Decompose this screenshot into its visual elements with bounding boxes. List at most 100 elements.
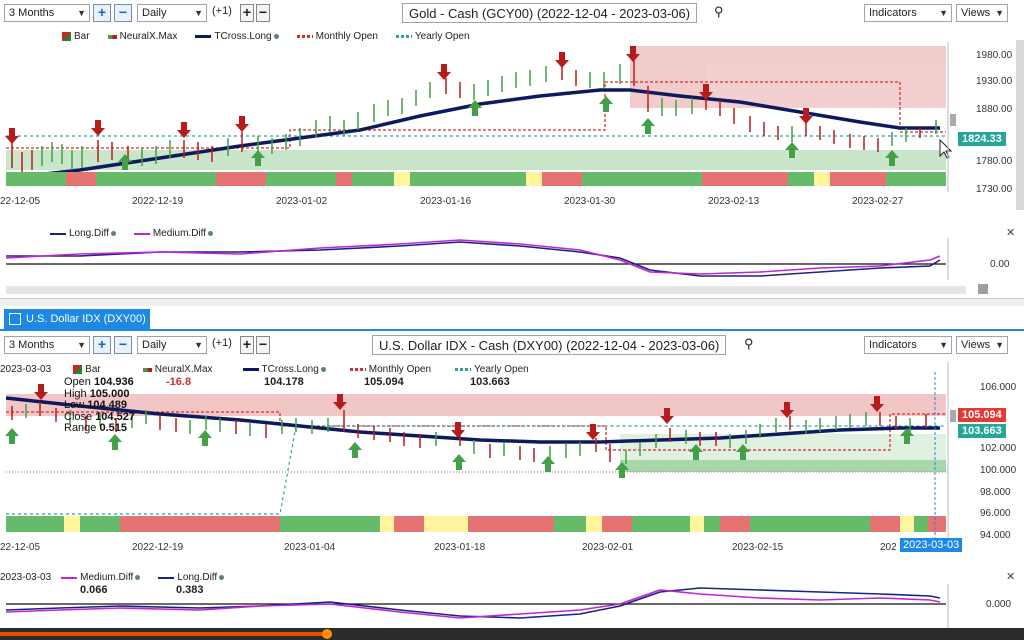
bottom-sub-legend: 2023-03-03 Medium.Diff Long.Diff [0,572,242,583]
chevron-down-icon: ▼ [77,340,86,350]
legend-medium-diff: Medium.Diff [61,572,141,583]
settings-dot-icon[interactable] [208,231,214,236]
top-sub-legend: Long.Diff Medium.Diff [50,228,231,239]
medium-diff-line [5,589,941,619]
ohlc-open: 104.936 [93,376,134,388]
period-select[interactable]: 3 Months ▼ [4,336,90,354]
tcross-swatch-icon [195,35,212,38]
dxy-price-chart[interactable] [0,362,1024,544]
settings-dot-icon[interactable] [219,575,225,580]
chevron-down-icon: ▼ [194,8,203,18]
gold-price-chart[interactable] [0,42,1024,202]
settings-dot-icon[interactable] [110,231,116,236]
settings-dot-icon[interactable] [320,367,326,372]
chevron-down-icon: ▼ [939,8,948,18]
close-icon[interactable]: ✕ [1006,227,1016,239]
price-axis-label: 1980.00 [976,50,1013,61]
bottom-legend: 2023-03-03 Bar NeuralX.Max TCross.Long M… [0,364,547,375]
top-vertical-scroll[interactable] [1016,40,1024,210]
symbol-title-box[interactable]: U.S. Dollar IDX - Cash (DXY00) (2022-12-… [372,335,727,355]
search-icon[interactable]: ⚲ [744,336,754,351]
period-value: 3 Months [9,7,55,19]
interval-select[interactable]: Daily ▼ [137,336,207,354]
increment-plus-button[interactable]: + [240,336,254,354]
monthly-open-line [6,411,946,451]
ohlc-label: Low [64,399,85,411]
interval-select[interactable]: Daily ▼ [137,4,207,22]
legend-monthly-open: Monthly Open [296,31,378,42]
symbol-title-box[interactable]: Gold - Cash (GCY00) (2022-12-04 - 2023-0… [402,3,698,23]
indicators-button[interactable]: Indicators ▼ [864,336,952,354]
views-button[interactable]: Views ▼ [956,4,1008,22]
zoom-out-button[interactable]: − [114,4,132,22]
chevron-down-icon: ▼ [77,8,86,18]
right-scroll-handle[interactable] [950,410,956,422]
search-icon[interactable]: ⚲ [714,4,724,19]
close-icon[interactable]: ✕ [1006,571,1016,583]
price-axis-label: 106.000 [980,382,1017,393]
price-axis-label: 98.000 [980,487,1011,498]
medium-diff-line [5,239,941,275]
interval-value: Daily [142,7,167,19]
period-value: 3 Months [9,339,55,351]
zoom-in-button[interactable]: + [93,4,111,22]
tcross-swatch-icon [242,368,259,371]
settings-dot-icon[interactable] [273,34,279,39]
legend-label: Long.Diff [69,228,109,239]
medium-diff-value: 0.066 [80,584,108,596]
zoom-in-button[interactable]: + [93,336,111,354]
price-axis-label: 1880.00 [976,104,1013,115]
price-bars [11,402,927,464]
date-label: 2023-01-02 [276,196,328,207]
date-label: 2023-02-15 [732,542,784,553]
legend-value-neuralx: -16.8 [166,376,192,388]
settings-dot-icon[interactable] [135,575,141,580]
ohlc-label: Close [64,410,93,423]
bottom-oscillator-chart[interactable] [0,584,1024,628]
chevron-down-icon: ▼ [995,8,1004,18]
progress-knob[interactable] [322,629,332,639]
legend-value-monthly: 105.094 [364,376,404,388]
views-button[interactable]: Views ▼ [956,336,1008,354]
date-label: 2023-02-13 [708,196,760,207]
indicators-button[interactable]: Indicators ▼ [864,4,952,22]
bar-swatch-icon [73,365,83,374]
legend-value-tcross: 104.178 [264,376,304,388]
increment-minus-button[interactable]: − [256,4,270,22]
increment-plus-button[interactable]: + [240,4,254,22]
neuralx-swatch-icon [107,34,117,39]
panel-separator [0,298,1024,306]
support-zone [6,150,946,170]
increment-minus-button[interactable]: − [256,336,270,354]
date-label: 2023-01-30 [564,196,616,207]
period-select[interactable]: 3 Months ▼ [4,4,90,22]
top-horizontal-scroll[interactable] [6,286,966,294]
symbol-title: Gold - Cash (GCY00) (2022-12-04 - 2023-0… [409,5,691,21]
price-axis-label: 96.000 [980,508,1011,519]
yearly-open-swatch-icon [395,35,412,38]
tab-underline [0,329,1024,331]
tab-dxy00[interactable]: U.S. Dollar IDX (DXY00) [4,309,150,329]
price-axis-label: 102.000 [980,443,1017,454]
legend-label: TCross.Long [214,31,272,42]
legend-label: Yearly Open [414,31,470,42]
ohlc-low: 104.489 [87,399,128,411]
long-diff-swatch-icon [50,232,66,235]
date-label: 2022-12-19 [132,542,184,553]
bar-swatch-icon [62,32,71,41]
resistance-zone [6,394,946,416]
bottom-toolbar: 3 Months ▼ + − Daily ▼ (+1) + − U.S. Dolla… [0,334,1024,356]
chevron-down-icon: ▼ [194,340,203,350]
right-scroll-handle[interactable] [950,114,956,126]
resistance-zone-light [706,64,946,108]
legend-neuralx: NeuralX.Max [142,364,213,375]
legend-yearly-open: Yearly Open [395,31,470,42]
price-axis-label: 1730.00 [976,184,1013,195]
tcross-long-line [9,88,940,180]
views-label: Views [961,7,991,19]
top-oscillator-chart[interactable] [0,238,1024,284]
ohlc-range: 0.515 [99,422,128,434]
zoom-out-button[interactable]: − [114,336,132,354]
price-bars [11,52,937,172]
scroll-thumb[interactable] [978,284,988,294]
